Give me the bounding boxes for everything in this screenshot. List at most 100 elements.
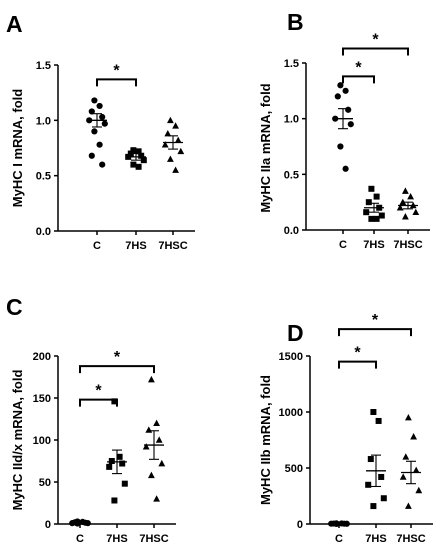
panel-a: A MyHC I mRNA, fold 0.0 0.5 1.0 1.5 C 7HS 7HSC * — [6, 11, 195, 252]
significance-bracket — [342, 75, 375, 84]
data-point-square — [365, 199, 372, 206]
data-point-triangle — [412, 466, 420, 474]
data-point-square — [370, 409, 377, 415]
y-tick-label: 50 — [39, 477, 51, 489]
data-point-triangle — [399, 473, 407, 480]
panel-c: C MyHC IId/x mRNA, fold 0 50 100 150 200 C 7HS 7H… — [6, 294, 176, 545]
y-tick-label: 1000 — [279, 407, 303, 419]
data-point-triangle — [174, 136, 182, 144]
x-tick-label: 7HSC — [158, 240, 187, 252]
data-point-triangle — [410, 433, 417, 440]
data-point-square — [119, 460, 126, 467]
data-point-square — [138, 152, 145, 159]
data-point-triangle — [396, 204, 404, 211]
data-point-triangle — [153, 419, 160, 426]
data-point-square — [375, 417, 382, 424]
data-point-triangle — [148, 375, 155, 383]
data-point-square — [116, 453, 123, 460]
y-tick-label: 1500 — [279, 351, 303, 363]
data-point-triangle — [415, 486, 423, 494]
data-point-circle — [96, 141, 103, 148]
y-tick-label: 1.0 — [284, 114, 299, 126]
data-point-square — [373, 215, 380, 222]
data-point-triangle — [405, 414, 412, 421]
data-point-triangle — [148, 471, 155, 479]
data-point-triangle — [161, 141, 169, 148]
data-point-square — [106, 463, 113, 470]
data-point-square — [380, 495, 387, 502]
data-point-square — [108, 458, 115, 464]
panel-label: C — [6, 294, 23, 320]
significance-bracket — [79, 365, 155, 374]
x-tick-label: 7HS — [363, 239, 384, 251]
data-point-square — [121, 480, 128, 487]
data-point-square — [111, 497, 118, 504]
data-point-triangle — [142, 443, 150, 450]
data-point-circle — [334, 93, 341, 100]
data-point-triangle — [164, 130, 172, 137]
y-tick-label: 0.5 — [284, 169, 299, 181]
significance-bracket — [338, 360, 377, 369]
data-point-circle — [342, 87, 349, 94]
data-point-square — [130, 161, 137, 168]
panel-d: D MyHC IIb mRNA, fold 0 500 1000 1500 C 7HS 7HSC… — [258, 312, 433, 545]
panel-b: B MyHC IIa mRNA, fold 0.0 0.5 1.0 1.5 C 7HS 7HSC… — [258, 9, 430, 251]
data-point-circle — [96, 102, 103, 110]
data-point-circle — [99, 113, 106, 121]
data-point-square — [370, 503, 377, 510]
data-point-triangle — [402, 453, 410, 460]
data-point-square — [140, 157, 147, 164]
data-point-triangle — [145, 426, 153, 433]
data-point-square — [365, 481, 372, 488]
significance-bracket — [338, 328, 412, 337]
data-point-circle — [88, 108, 95, 115]
data-point-triangle — [177, 147, 185, 155]
x-tick-label: 7HSC — [396, 533, 425, 545]
data-point-circle — [347, 121, 354, 128]
data-point-triangle — [402, 213, 409, 220]
significance-star: * — [355, 59, 362, 76]
y-tick-label: 0.0 — [36, 226, 51, 238]
data-point-triangle — [405, 502, 412, 509]
data-point-square — [367, 456, 374, 463]
data-point-square — [373, 193, 380, 200]
y-tick-label: 0.0 — [284, 225, 299, 237]
data-point-triangle — [172, 166, 179, 173]
data-point-triangle — [158, 459, 166, 467]
data-point-square — [368, 215, 375, 222]
y-tick-label: 100 — [33, 435, 51, 447]
significance-star: * — [95, 383, 102, 400]
y-axis-title: MyHC IIa mRNA, fold — [258, 83, 273, 212]
y-tick-label: 0 — [297, 519, 303, 531]
x-tick-label: C — [339, 239, 347, 251]
data-point-square — [363, 209, 370, 216]
significance-star: * — [372, 312, 379, 329]
significance-bracket — [79, 398, 118, 407]
data-point-circle — [101, 120, 108, 127]
y-tick-label: 200 — [33, 351, 51, 363]
data-point-circle — [342, 165, 349, 172]
data-point-triangle — [399, 198, 407, 205]
data-point-square — [111, 398, 118, 405]
significance-star: * — [113, 62, 120, 79]
data-point-circle — [337, 143, 344, 150]
data-point-circle — [91, 128, 98, 135]
data-point-square — [130, 147, 137, 154]
data-point-circle — [88, 152, 95, 159]
x-tick-label: 7HS — [106, 533, 127, 545]
data-point-triangle — [402, 187, 409, 194]
y-tick-label: 0 — [45, 519, 51, 531]
data-point-circle — [337, 82, 344, 89]
data-point-triangle — [412, 208, 420, 215]
data-point-triangle — [167, 116, 174, 124]
y-tick-label: 1.5 — [284, 58, 299, 70]
data-point-triangle — [155, 436, 163, 443]
panel-label: D — [287, 320, 304, 346]
y-axis-title: MyHC IIb mRNA, fold — [258, 375, 273, 505]
x-tick-label: 7HSC — [139, 533, 168, 545]
y-tick-label: 1.5 — [36, 60, 51, 72]
x-tick-label: C — [93, 240, 101, 252]
panel-label: B — [287, 9, 304, 35]
significance-star: * — [354, 345, 361, 362]
